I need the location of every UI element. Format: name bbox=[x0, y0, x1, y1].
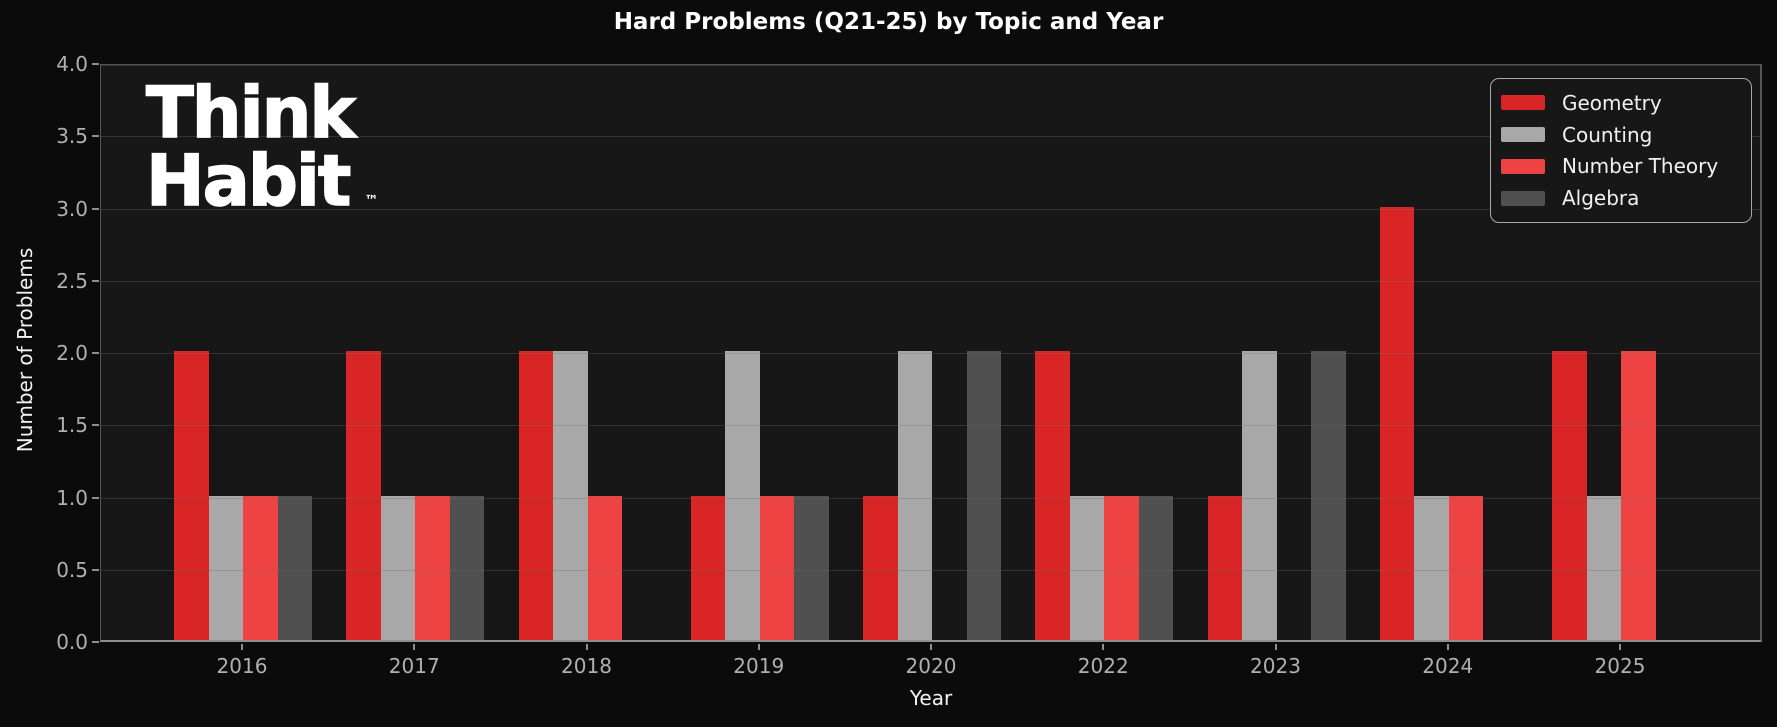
logo-line-1: Think bbox=[145, 72, 356, 154]
x-tick-2016 bbox=[241, 644, 243, 650]
bar-algebra-2020 bbox=[966, 351, 1001, 640]
y-tick-1.5 bbox=[92, 424, 99, 427]
legend-item-counting: Counting bbox=[1501, 123, 1741, 147]
gridline-1.0 bbox=[101, 497, 1760, 499]
gridline-3.5 bbox=[101, 136, 1760, 138]
legend-item-algebra: Algebra bbox=[1501, 186, 1741, 210]
bar-number-theory-2018 bbox=[587, 495, 622, 640]
bar-geometry-2019 bbox=[690, 495, 726, 640]
legend-label-algebra: Algebra bbox=[1562, 186, 1640, 211]
bar-geometry-2016 bbox=[174, 351, 209, 640]
trademark-symbol: ™ bbox=[364, 193, 379, 209]
x-axis-label: Year bbox=[909, 686, 953, 710]
bar-geometry-2022 bbox=[1035, 351, 1070, 640]
bar-number-theory-2019 bbox=[759, 495, 795, 640]
bar-counting-2025 bbox=[1586, 495, 1621, 640]
bar-geometry-2023 bbox=[1207, 495, 1242, 640]
bar-geometry-2020 bbox=[863, 495, 898, 640]
x-tick-label-2018: 2018 bbox=[561, 654, 612, 678]
y-tick-label-1.5: 1.5 bbox=[56, 413, 88, 438]
bar-counting-2023 bbox=[1242, 351, 1277, 640]
x-tick-label-2020: 2020 bbox=[905, 654, 957, 678]
x-tick-label-2023: 2023 bbox=[1250, 654, 1301, 678]
y-tick-0.0 bbox=[92, 641, 99, 643]
bar-algebra-2017 bbox=[449, 495, 485, 640]
x-tick-2024 bbox=[1446, 644, 1449, 650]
y-tick-0.5 bbox=[92, 568, 99, 571]
bar-counting-2022 bbox=[1069, 495, 1105, 640]
legend-swatch-geometry bbox=[1501, 95, 1545, 111]
bar-counting-2019 bbox=[725, 351, 760, 640]
bar-geometry-2017 bbox=[346, 351, 381, 640]
x-tick-2019 bbox=[757, 644, 760, 650]
y-tick-label-3.5: 3.5 bbox=[56, 124, 88, 149]
y-tick-label-0.0: 0.0 bbox=[56, 630, 88, 654]
bar-algebra-2016 bbox=[277, 495, 312, 640]
x-tick-2022 bbox=[1102, 644, 1105, 650]
x-tick-label-2022: 2022 bbox=[1077, 654, 1129, 678]
gridline-2.0 bbox=[101, 353, 1760, 354]
legend-label-number-theory: Number Theory bbox=[1562, 154, 1719, 179]
bar-counting-2024 bbox=[1414, 495, 1449, 640]
bar-algebra-2019 bbox=[794, 495, 829, 640]
bar-geometry-2024 bbox=[1379, 206, 1415, 640]
bar-geometry-2018 bbox=[518, 351, 553, 640]
x-tick-2023 bbox=[1274, 644, 1277, 650]
bar-counting-2020 bbox=[897, 351, 932, 640]
bar-counting-2017 bbox=[380, 495, 416, 640]
legend-swatch-algebra bbox=[1501, 190, 1545, 206]
gridline-2.5 bbox=[101, 280, 1760, 282]
y-tick-label-2.0: 2.0 bbox=[56, 341, 88, 365]
gridline-0.5 bbox=[101, 569, 1760, 571]
think-habit-logo: Think Habit ™ bbox=[145, 72, 379, 235]
bar-number-theory-2017 bbox=[415, 495, 450, 640]
y-tick-2.5 bbox=[92, 279, 99, 282]
y-tick-label-3.0: 3.0 bbox=[56, 196, 88, 221]
legend-label-counting: Counting bbox=[1562, 122, 1653, 147]
y-tick-label-2.5: 2.5 bbox=[56, 268, 88, 293]
y-tick-1.0 bbox=[92, 496, 99, 499]
chart-title: Hard Problems (Q21-25) by Topic and Year bbox=[613, 9, 1164, 35]
x-tick-2025 bbox=[1619, 644, 1621, 650]
bar-number-theory-2024 bbox=[1448, 495, 1484, 640]
x-tick-2020 bbox=[930, 644, 932, 650]
legend-item-geometry: Geometry bbox=[1501, 91, 1741, 115]
bar-algebra-2022 bbox=[1138, 495, 1174, 640]
legend-swatch-counting bbox=[1501, 127, 1545, 143]
legend-label-geometry: Geometry bbox=[1562, 90, 1662, 115]
x-tick-2018 bbox=[585, 644, 588, 650]
plot-area: Think Habit ™ bbox=[100, 64, 1762, 642]
bar-counting-2018 bbox=[553, 351, 588, 640]
bar-number-theory-2025 bbox=[1621, 351, 1656, 640]
x-tick-label-2016: 2016 bbox=[216, 654, 268, 678]
x-tick-label-2025: 2025 bbox=[1594, 654, 1646, 678]
gridline-4.0 bbox=[101, 65, 1760, 66]
y-tick-3.0 bbox=[92, 207, 99, 210]
y-tick-label-4.0: 4.0 bbox=[56, 52, 88, 76]
x-tick-2017 bbox=[413, 644, 416, 650]
bar-counting-2016 bbox=[208, 495, 243, 640]
x-tick-label-2024: 2024 bbox=[1422, 654, 1474, 678]
legend-swatch-number-theory bbox=[1501, 158, 1545, 174]
bar-number-theory-2016 bbox=[243, 495, 278, 640]
y-tick-label-0.5: 0.5 bbox=[56, 557, 88, 582]
y-tick-2.0 bbox=[92, 352, 99, 354]
y-tick-label-1.0: 1.0 bbox=[56, 485, 88, 510]
legend-item-number-theory: Number Theory bbox=[1501, 154, 1741, 178]
bar-number-theory-2022 bbox=[1104, 495, 1139, 640]
gridline-1.5 bbox=[101, 425, 1760, 427]
y-tick-3.5 bbox=[92, 135, 99, 138]
logo-line-2: Habit ™ bbox=[145, 140, 379, 222]
y-tick-4.0 bbox=[92, 63, 99, 65]
x-tick-label-2019: 2019 bbox=[733, 654, 785, 678]
bar-geometry-2025 bbox=[1552, 351, 1587, 640]
legend: Geometry Counting Number Theory Algebra bbox=[1490, 78, 1752, 223]
bar-algebra-2023 bbox=[1311, 351, 1346, 640]
x-tick-label-2017: 2017 bbox=[388, 654, 440, 678]
gridline-3.0 bbox=[101, 208, 1760, 210]
